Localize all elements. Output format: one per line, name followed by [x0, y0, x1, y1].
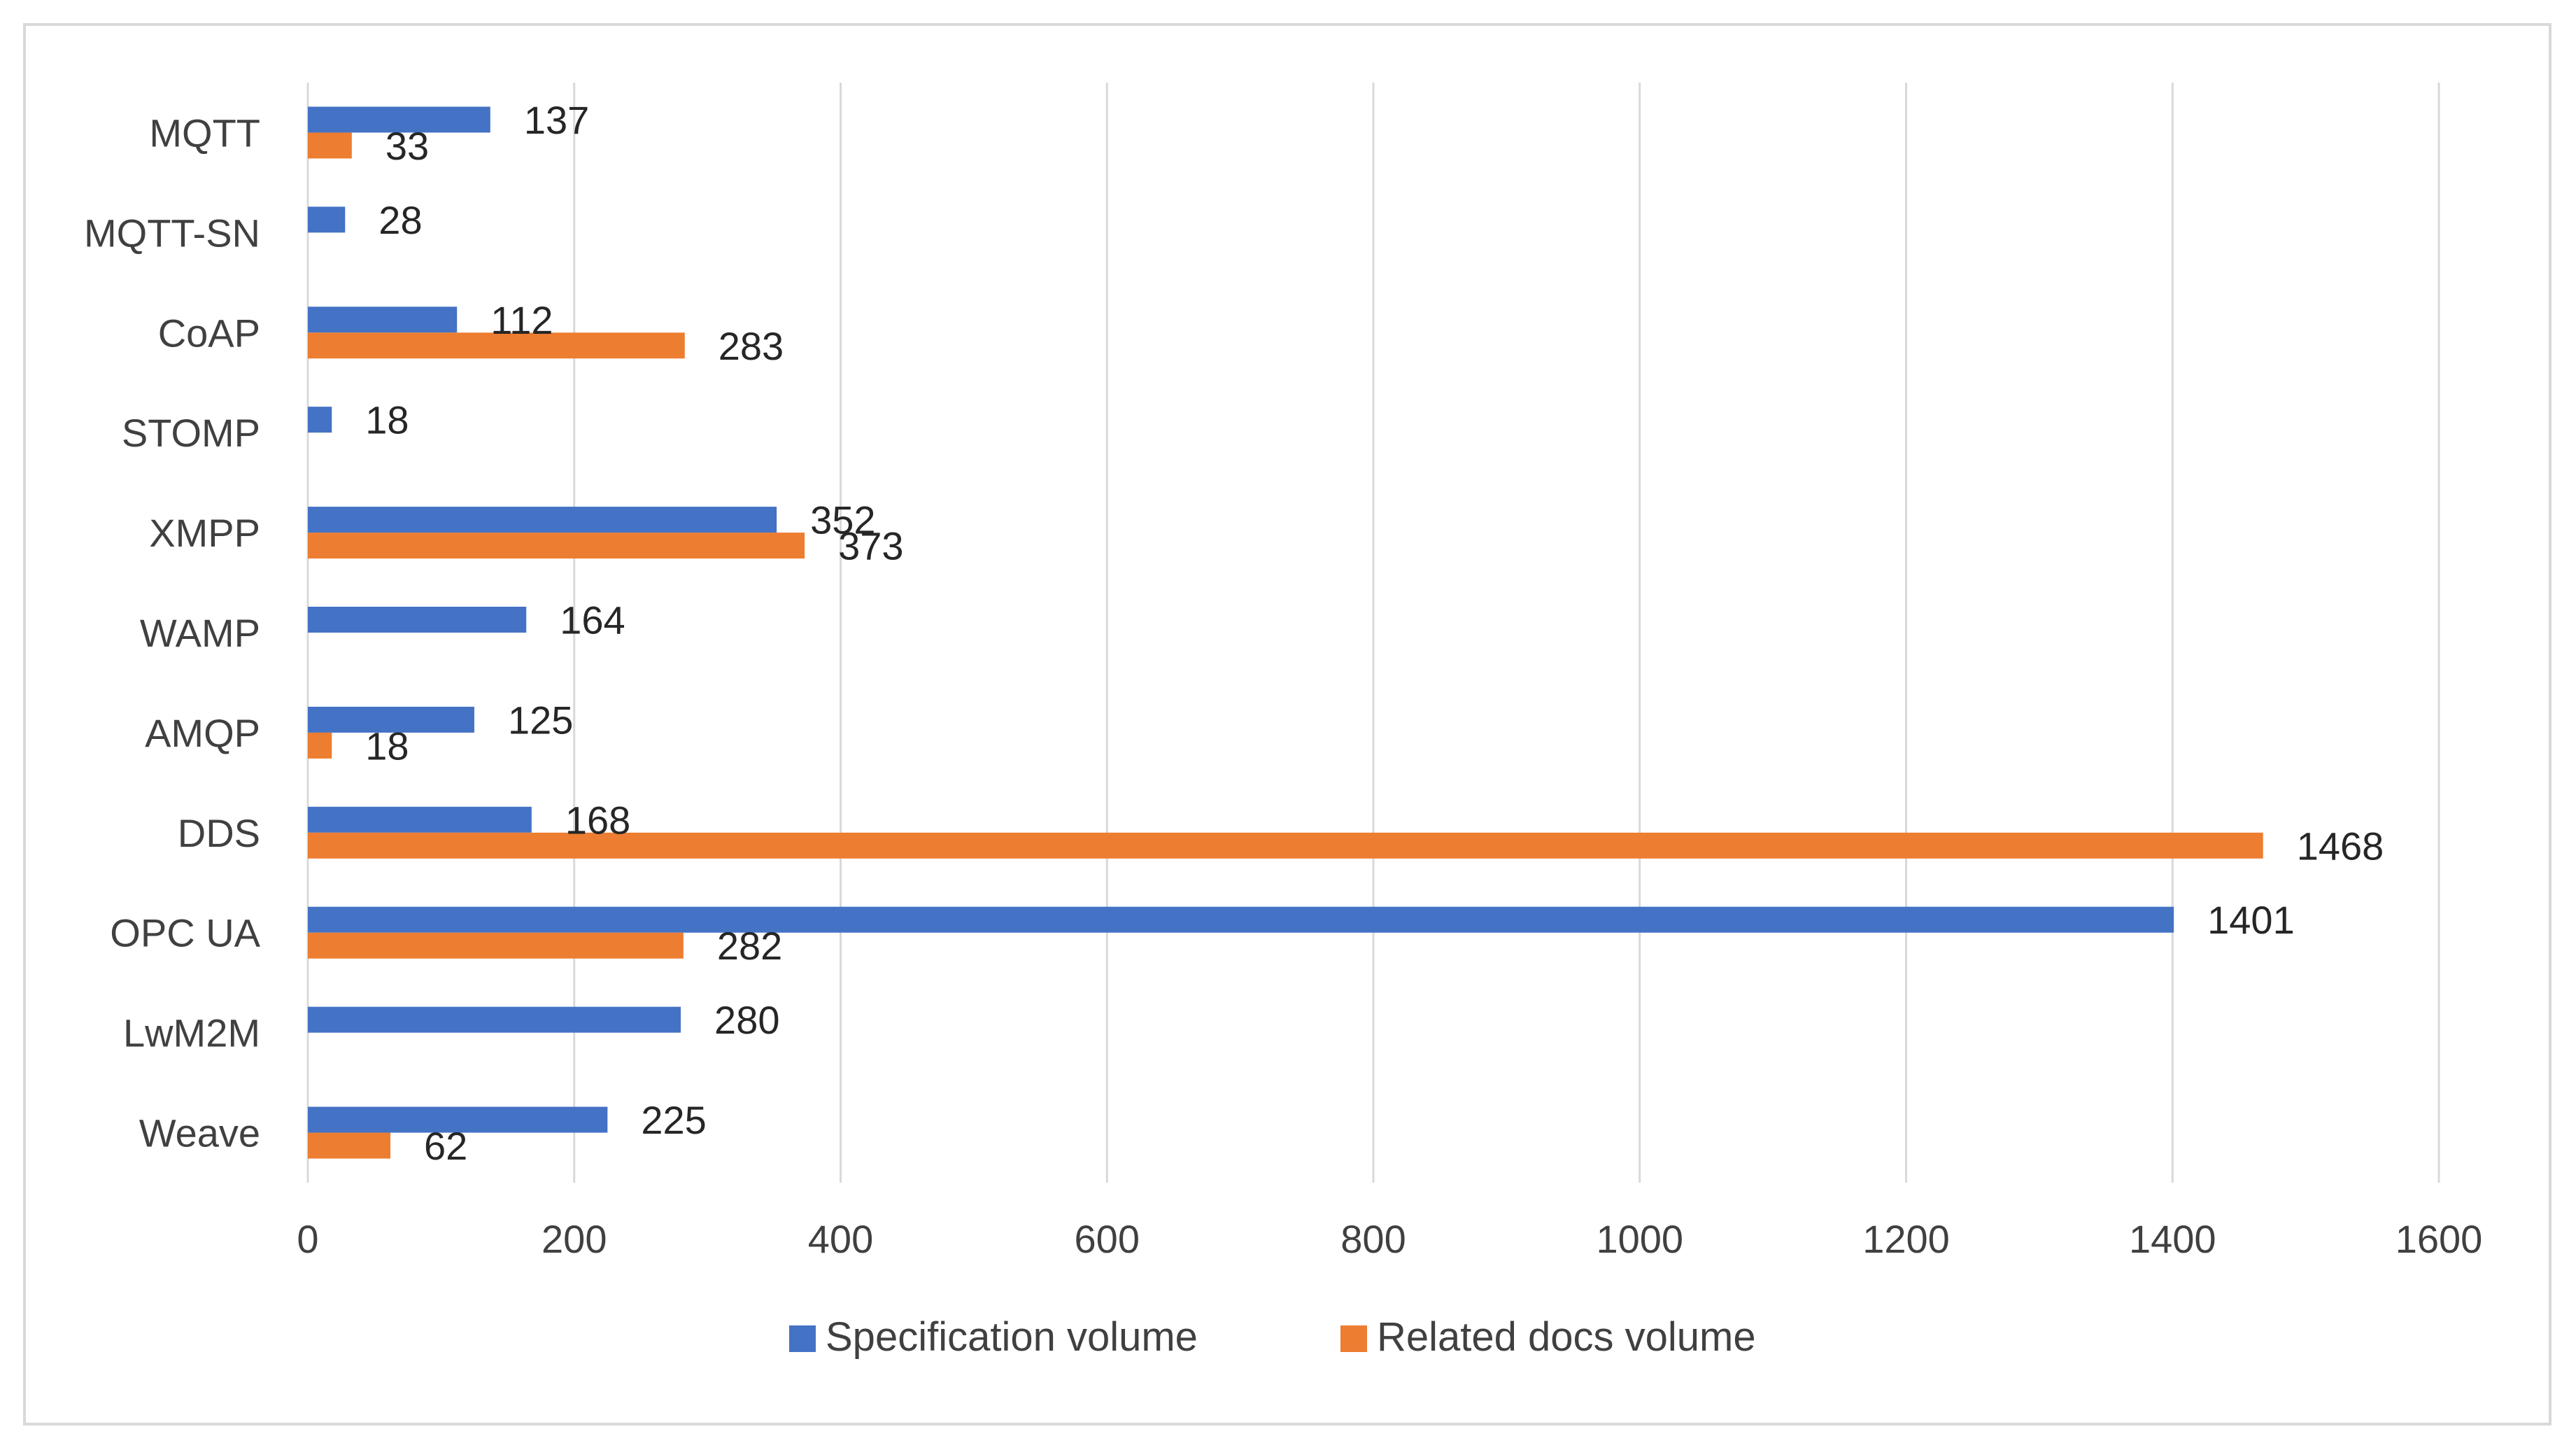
x-tick-label: 1600 [2395, 1217, 2483, 1261]
data-label-specification-volume-dds: 168 [565, 798, 630, 842]
bar-specification-volume-lwm2m [308, 1006, 681, 1033]
legend-swatch-specification-volume [789, 1325, 816, 1352]
bar-specification-volume-opc-ua [308, 906, 2174, 933]
x-tick-label: 400 [808, 1217, 873, 1261]
category-label-weave: Weave [139, 1111, 260, 1155]
category-label-dds: DDS [178, 811, 260, 855]
category-label-amqp: AMQP [145, 711, 260, 755]
bar-specification-volume-coap [308, 307, 458, 333]
data-label-specification-volume-amqp: 125 [508, 698, 573, 742]
data-label-specification-volume-xmpp: 352 [810, 498, 875, 542]
data-label-specification-volume-weave: 225 [641, 1098, 706, 1142]
legend-swatch-related-docs-volume [1340, 1325, 1367, 1352]
bar-related-docs-volume-amqp [308, 732, 332, 759]
category-label-stomp: STOMP [122, 411, 260, 455]
bar-specification-volume-stomp [308, 407, 332, 433]
bars [308, 106, 2263, 1159]
data-label-related-docs-volume-xmpp: 373 [838, 524, 903, 568]
data-label-related-docs-volume-dds: 1468 [2297, 824, 2384, 868]
labels: 0 200 400 600 800 1000 1200 1400 1600 MQTT 137 33 MQ… [84, 98, 2482, 1261]
bar-related-docs-volume-weave [308, 1132, 391, 1159]
x-tick-label: 1400 [2129, 1217, 2216, 1261]
category-label-xmpp: XMPP [149, 511, 260, 555]
legend: Specification volume Related docs volume [789, 1314, 1756, 1360]
data-label-specification-volume-opc-ua: 1401 [2207, 898, 2295, 942]
data-label-related-docs-volume-amqp: 18 [365, 724, 409, 768]
x-tick-label: 1200 [1862, 1217, 1950, 1261]
data-label-related-docs-volume-opc-ua: 282 [717, 924, 782, 968]
data-label-related-docs-volume-weave: 62 [424, 1124, 467, 1168]
x-tick-label: 800 [1340, 1217, 1406, 1261]
bar-related-docs-volume-opc-ua [308, 932, 684, 959]
data-label-related-docs-volume-coap: 283 [719, 324, 784, 368]
data-label-specification-volume-lwm2m: 280 [714, 998, 779, 1042]
data-label-specification-volume-wamp: 164 [560, 598, 625, 642]
bar-related-docs-volume-dds [308, 832, 2263, 859]
legend-label-specification-volume: Specification volume [826, 1314, 1198, 1360]
bar-specification-volume-weave [308, 1106, 608, 1133]
x-tick-label: 0 [297, 1217, 318, 1261]
x-tick-label: 1000 [1596, 1217, 1683, 1261]
category-label-wamp: WAMP [140, 611, 260, 655]
category-label-mqtt: MQTT [149, 111, 260, 155]
data-label-specification-volume-mqtt-sn: 28 [378, 198, 422, 242]
category-label-lwm2m: LwM2M [123, 1011, 260, 1055]
category-label-opc-ua: OPC UA [110, 911, 260, 955]
data-label-specification-volume-stomp: 18 [365, 398, 409, 442]
bar-related-docs-volume-xmpp [308, 533, 805, 559]
legend-label-related-docs-volume: Related docs volume [1377, 1314, 1756, 1360]
data-label-related-docs-volume-mqtt: 33 [385, 124, 429, 168]
gridlines [306, 83, 2440, 1183]
data-label-specification-volume-mqtt: 137 [524, 98, 589, 142]
bar-related-docs-volume-coap [308, 332, 685, 359]
bar-specification-volume-dds [308, 806, 532, 833]
bar-specification-volume-amqp [308, 706, 474, 733]
x-tick-label: 600 [1075, 1217, 1140, 1261]
category-label-mqtt-sn: MQTT-SN [84, 211, 260, 255]
bar-specification-volume-mqtt-sn [308, 206, 346, 233]
category-label-coap: CoAP [158, 311, 260, 355]
bar-related-docs-volume-mqtt [308, 132, 352, 159]
data-label-specification-volume-coap: 112 [490, 298, 553, 342]
bar-specification-volume-wamp [308, 607, 527, 633]
x-tick-label: 200 [542, 1217, 607, 1261]
bar-specification-volume-xmpp [308, 507, 777, 533]
bar-specification-volume-mqtt [308, 106, 490, 133]
